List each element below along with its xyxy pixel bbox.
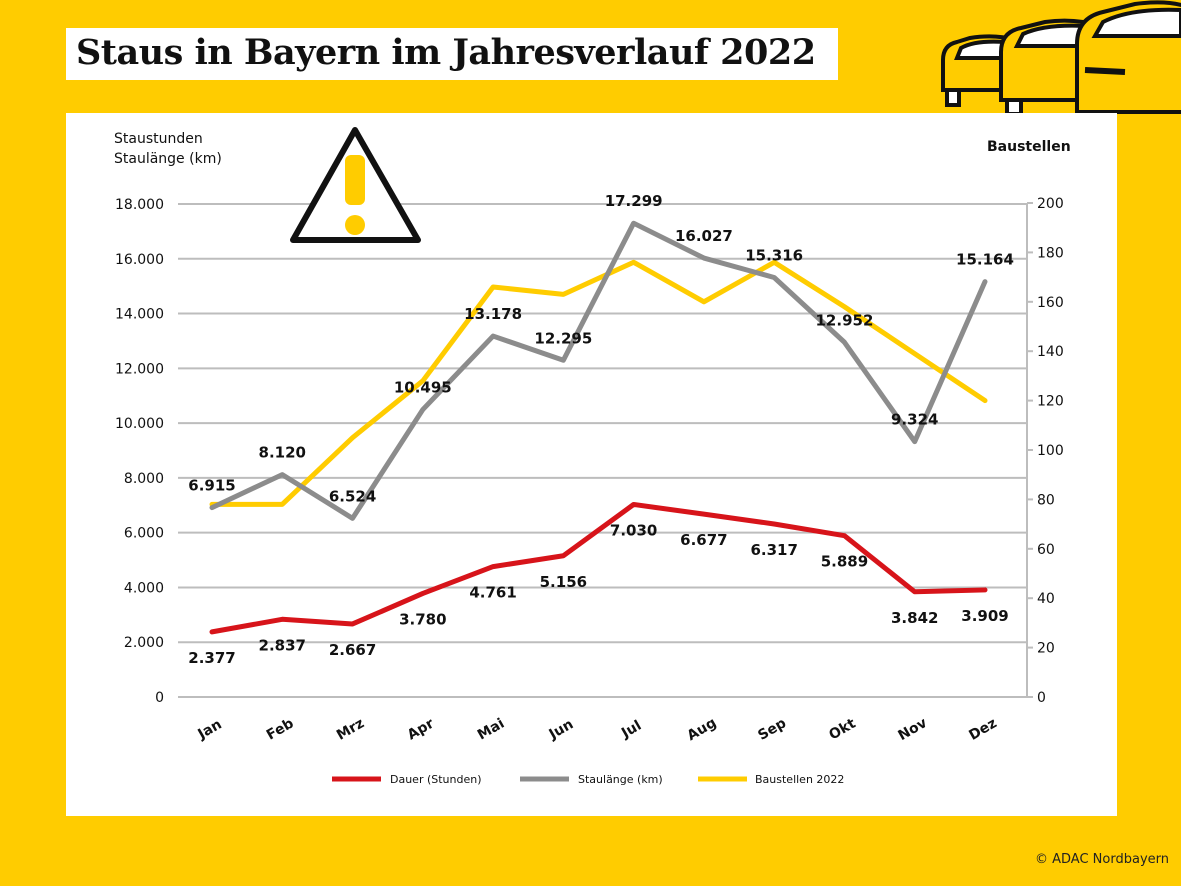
x-tick-label: Okt — [826, 715, 858, 743]
data-label: 12.295 — [534, 329, 592, 347]
y-tick-label-left: 8.000 — [124, 471, 164, 487]
data-label: 3.780 — [399, 610, 446, 628]
y-tick-label-left: 4.000 — [124, 580, 164, 596]
x-tick-label: Sep — [755, 715, 789, 744]
data-label: 3.909 — [961, 607, 1008, 625]
y-tick-label-left: 16.000 — [115, 252, 164, 268]
x-tick-label: Jun — [546, 716, 577, 743]
data-label: 15.316 — [745, 247, 803, 265]
data-label: 12.952 — [816, 311, 874, 329]
series-line-staul-nge-km- — [209, 220, 988, 521]
y-tick-label-right: 120 — [1037, 394, 1064, 410]
legend-label: Staulänge (km) — [578, 773, 663, 786]
data-label: 2.377 — [188, 649, 235, 667]
x-tick-label: Jan — [194, 716, 224, 743]
y-tick-label-left: 14.000 — [115, 307, 164, 323]
x-tick-label: Mai — [475, 716, 507, 744]
x-tick-label: Jul — [618, 718, 644, 742]
data-label: 17.299 — [605, 192, 663, 210]
y-tick-label-left: 0 — [155, 690, 164, 706]
y-tick-label-left: 18.000 — [115, 197, 164, 213]
x-tick-label: Nov — [896, 715, 930, 744]
legend-label: Dauer (Stunden) — [390, 773, 482, 786]
x-tick-label: Apr — [405, 716, 437, 744]
data-label: 2.837 — [259, 636, 306, 654]
data-label: 6.915 — [188, 477, 235, 495]
data-label: 8.120 — [259, 444, 306, 462]
chart: 0 2.000 4.000 6.000 8.000 10.000 12.000 14.000 1… — [114, 127, 1071, 786]
x-tick-label: Aug — [685, 715, 720, 744]
data-label: 6.317 — [750, 541, 797, 559]
y-tick-label-right: 60 — [1037, 542, 1055, 558]
y-tick-label-right: 40 — [1037, 591, 1055, 607]
y-tick-label-right: 20 — [1037, 641, 1055, 657]
series-line-baustellen-2022 — [209, 259, 988, 507]
y-tick-label-left: 6.000 — [124, 526, 164, 542]
legend-label: Baustellen 2022 — [755, 773, 844, 786]
y-tick-label-right: 200 — [1037, 196, 1064, 212]
data-label: 6.524 — [329, 487, 376, 505]
y-tick-label-left: 10.000 — [115, 416, 164, 432]
series-line-dauer-stunden- — [209, 501, 988, 635]
data-label: 9.324 — [891, 411, 938, 429]
data-label: 10.495 — [394, 379, 452, 397]
y-tick-label-left: 12.000 — [115, 361, 164, 377]
data-label: 16.027 — [675, 227, 733, 245]
y-tick-label-right: 180 — [1037, 245, 1064, 261]
y-axis-title-right: Baustellen — [987, 139, 1071, 155]
y-tick-label-right: 0 — [1037, 690, 1046, 706]
data-label: 3.842 — [891, 609, 938, 627]
data-label: 5.156 — [540, 573, 587, 591]
data-label: 7.030 — [610, 521, 657, 539]
y-axis-title-left: Staustunden — [114, 131, 203, 147]
title-box: Staus in Bayern im Jahresverlauf 2022 — [66, 28, 838, 80]
data-label: 13.178 — [464, 305, 522, 323]
data-label: 2.667 — [329, 641, 376, 659]
x-tick-label: Dez — [966, 715, 999, 743]
y-tick-label-right: 100 — [1037, 443, 1064, 459]
cars-icon — [941, 0, 1181, 130]
data-label: 4.761 — [469, 584, 516, 602]
y-tick-label-left: 2.000 — [124, 635, 164, 651]
y-axis-title-left: Staulänge (km) — [114, 151, 222, 167]
chart-panel: 0 2.000 4.000 6.000 8.000 10.000 12.000 14.000 1… — [66, 113, 1117, 816]
x-tick-label: Feb — [264, 715, 297, 743]
page-title: Staus in Bayern im Jahresverlauf 2022 — [76, 32, 816, 73]
data-label: 5.889 — [821, 553, 868, 571]
data-label: 6.677 — [680, 531, 727, 549]
data-label: 15.164 — [956, 251, 1014, 269]
warning-triangle-icon — [290, 127, 421, 243]
copyright: © ADAC Nordbayern — [1035, 852, 1169, 867]
y-tick-label-right: 80 — [1037, 492, 1055, 508]
y-tick-label-right: 140 — [1037, 344, 1064, 360]
y-tick-label-right: 160 — [1037, 295, 1064, 311]
x-tick-label: Mrz — [334, 715, 367, 743]
